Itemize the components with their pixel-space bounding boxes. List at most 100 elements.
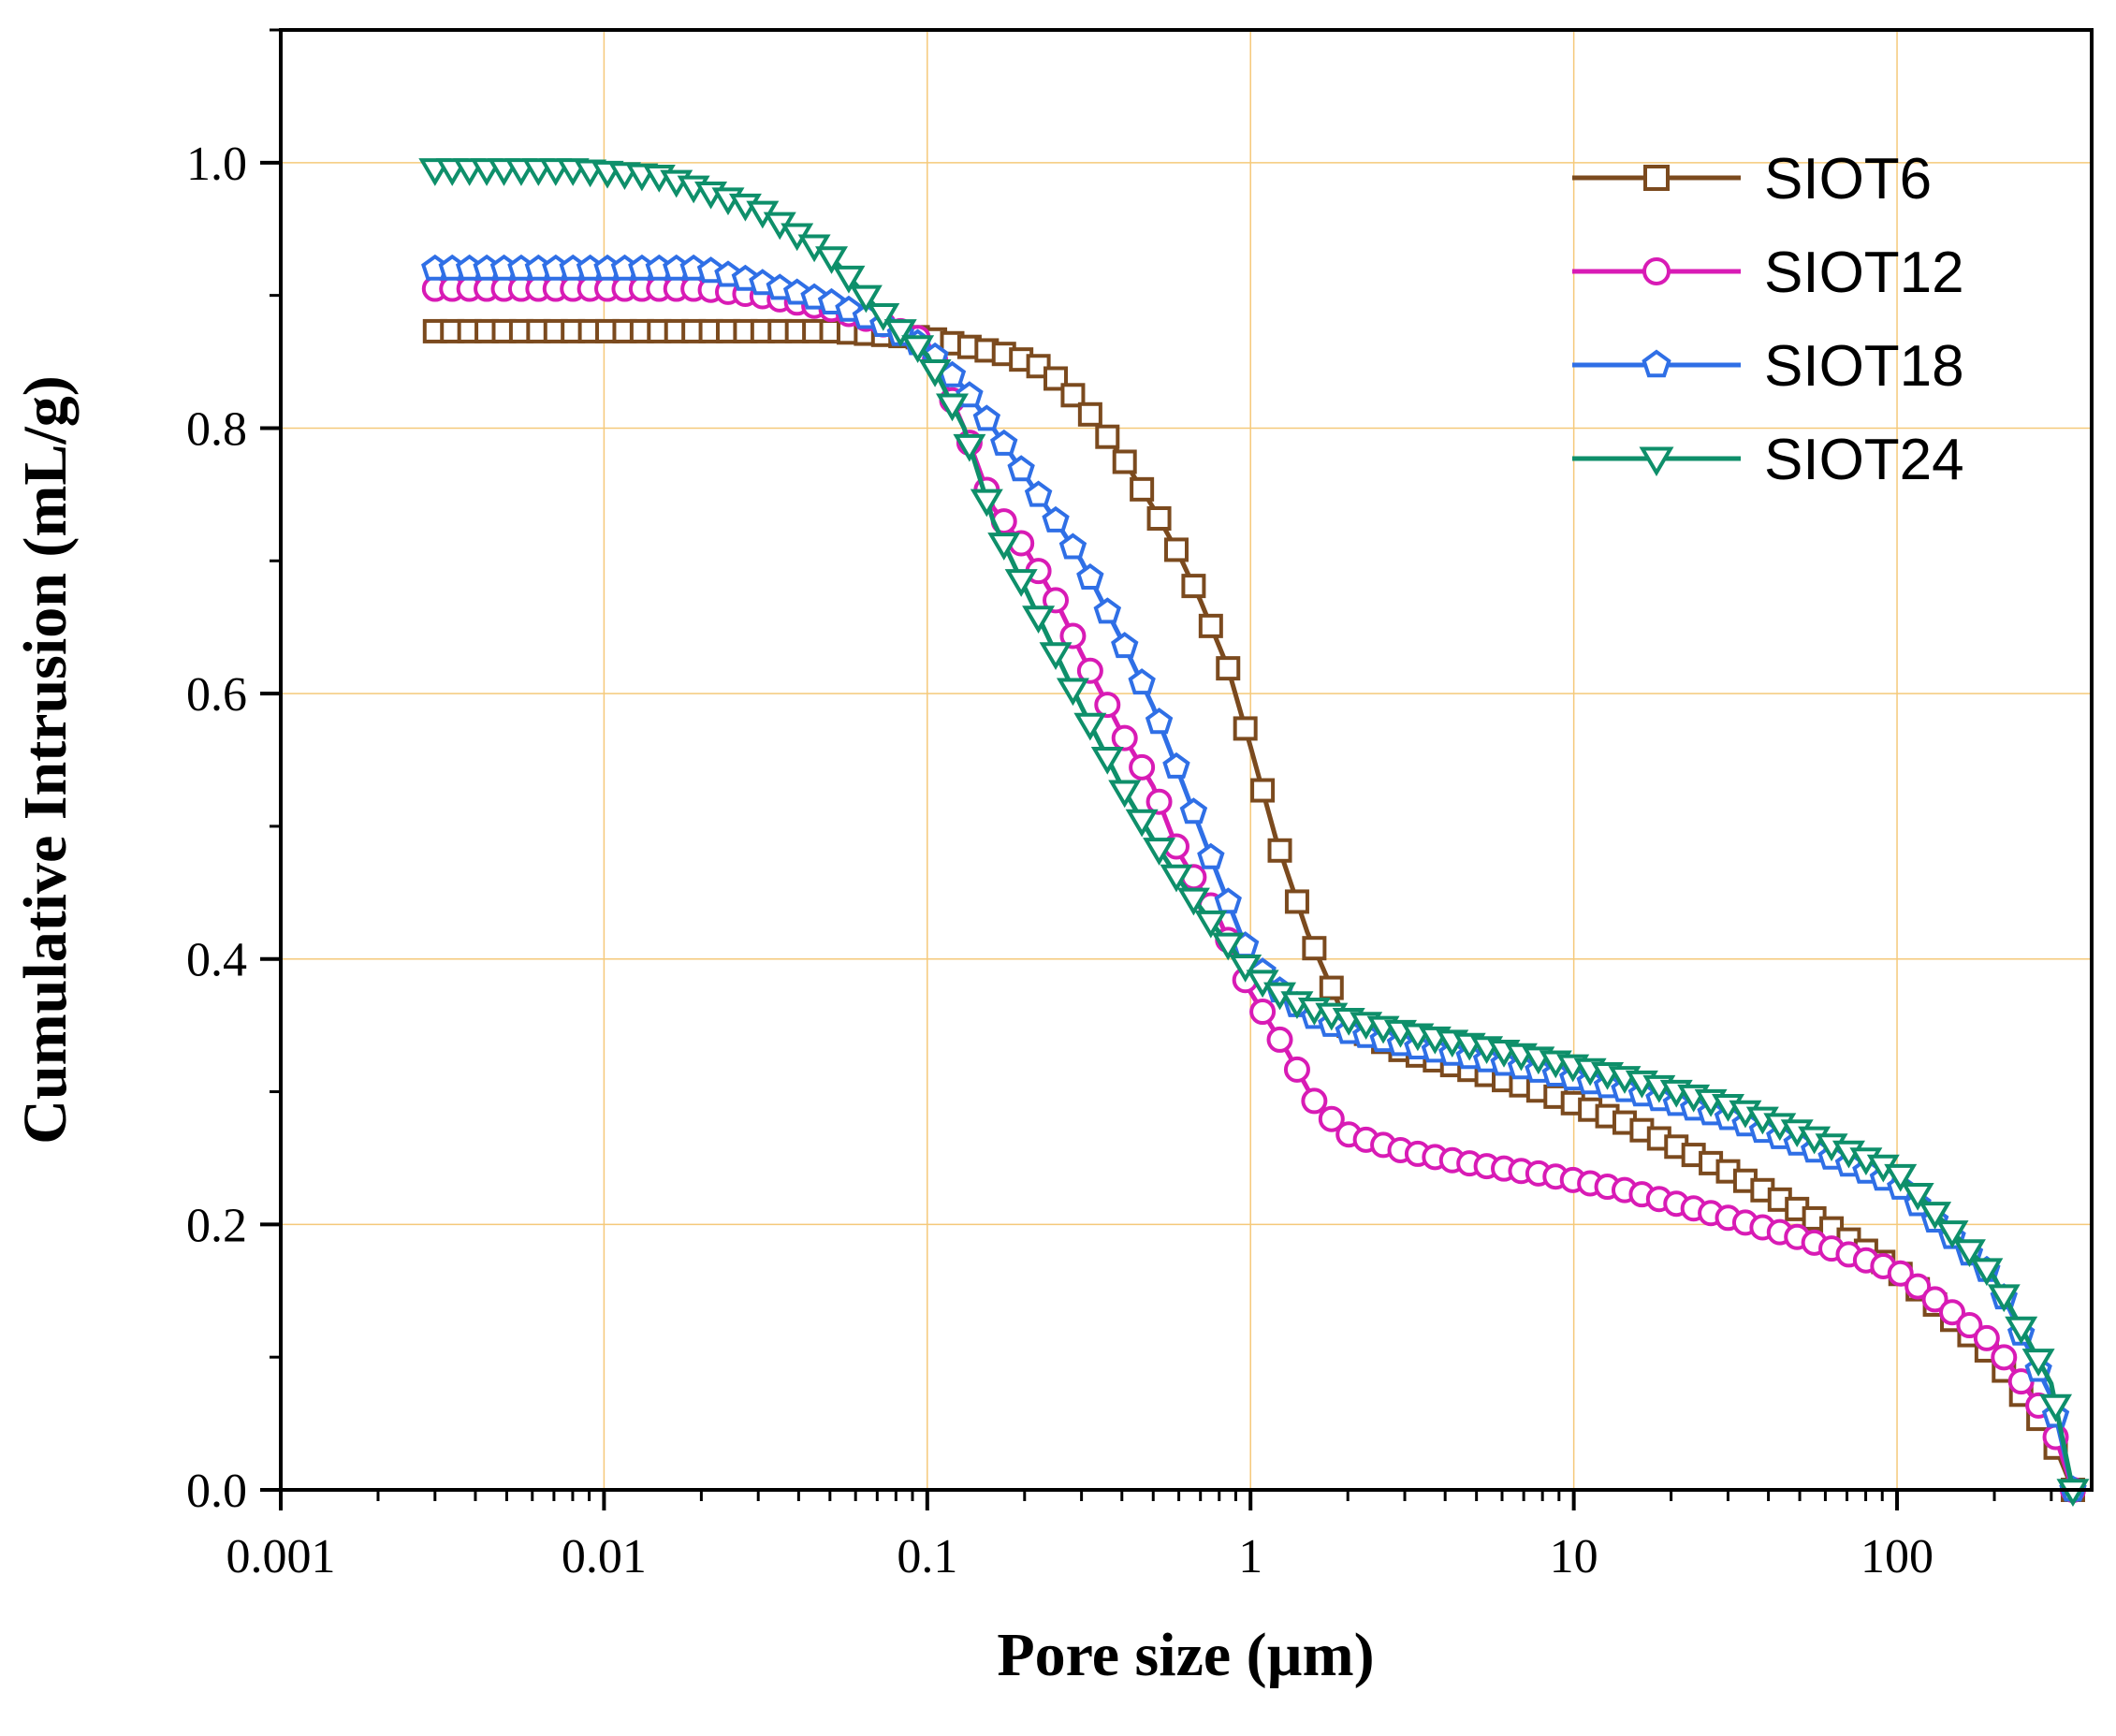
data-point — [1112, 449, 1137, 474]
legend-label: SIOT18 — [1764, 334, 1964, 399]
data-point — [1211, 932, 1245, 961]
data-point — [935, 393, 969, 422]
legend-item-SIOT18: SIOT18 — [1572, 334, 1964, 399]
data-point — [1283, 1056, 1310, 1083]
data-point — [1111, 724, 1138, 751]
data-point — [1179, 797, 1208, 824]
data-point — [1056, 678, 1089, 707]
legend-marker — [1639, 446, 1674, 476]
data-point — [883, 319, 917, 347]
data-point — [1094, 692, 1121, 719]
data-point — [1128, 668, 1156, 695]
data-point — [987, 532, 1021, 561]
data-point — [1197, 842, 1225, 869]
data-point — [1076, 657, 1103, 684]
data-point — [832, 265, 866, 294]
x-tick-label: 10 — [1550, 1530, 1598, 1583]
data-point — [1198, 613, 1223, 638]
data-point — [1146, 788, 1173, 815]
data-point — [1921, 1286, 1948, 1313]
x-tick-label: 100 — [1861, 1530, 1934, 1583]
x-axis-title: Pore size (µm) — [997, 1621, 1374, 1689]
data-point — [901, 335, 935, 363]
data-point — [1146, 506, 1172, 532]
data-point — [1125, 809, 1159, 838]
data-point — [815, 246, 849, 274]
data-point — [1076, 563, 1104, 590]
legend-label: SIOT24 — [1764, 428, 1964, 492]
data-point — [1970, 1258, 2004, 1287]
data-point — [1093, 597, 1122, 624]
legend-item-SIOT6: SIOT6 — [1572, 147, 1932, 212]
data-point — [1039, 642, 1073, 670]
data-point — [1181, 574, 1206, 599]
legend-item-SIOT12: SIOT12 — [1572, 241, 1964, 305]
data-point — [1060, 383, 1086, 408]
tick-labels: 0.001 0.01 0.1 1 10 100 0.0 0.2 0.4 0.6 0.8 1.0 — [186, 138, 1934, 1583]
data-point — [1987, 1284, 2021, 1313]
data-point — [1163, 537, 1189, 562]
legend-marker — [1643, 165, 1670, 191]
data-point — [1024, 480, 1053, 507]
data-point — [1249, 999, 1277, 1026]
data-point — [1059, 622, 1087, 649]
x-tick-label: 0.1 — [897, 1530, 957, 1583]
data-point — [1935, 1220, 1969, 1248]
data-point — [1919, 1202, 1952, 1230]
data-point — [1216, 656, 1241, 681]
data-point — [1319, 975, 1344, 1000]
data-point — [972, 404, 1001, 431]
data-point — [1160, 864, 1193, 893]
data-point — [1176, 887, 1210, 916]
data-point — [1229, 955, 1262, 983]
data-point — [1108, 780, 1142, 809]
data-point — [1042, 505, 1070, 532]
data-point — [1973, 1324, 2000, 1351]
y-tick-label: 0.2 — [186, 1199, 247, 1252]
data-point — [1004, 569, 1038, 597]
y-tick-label: 0.0 — [186, 1465, 247, 1518]
data-point — [2039, 1393, 2073, 1422]
data-point — [918, 358, 952, 387]
data-point — [1007, 455, 1035, 482]
data-point — [1111, 632, 1139, 659]
data-point — [1904, 1273, 1932, 1300]
data-point — [1129, 753, 1156, 780]
data-point — [1090, 747, 1124, 775]
plot-frame — [279, 28, 2094, 1492]
ticks — [260, 28, 2053, 1510]
data-point — [1130, 476, 1155, 502]
data-point — [1267, 838, 1292, 863]
data-point — [1991, 1344, 2018, 1371]
data-point — [1233, 716, 1258, 741]
legend: SIOT6 SIOT12 SIOT18 SIOT24 — [1572, 147, 1964, 492]
legend-label: SIOT6 — [1764, 147, 1932, 212]
data-point — [1058, 532, 1087, 560]
data-point — [1956, 1312, 1983, 1339]
data-point — [867, 303, 900, 331]
data-point — [1284, 889, 1309, 914]
data-point — [1318, 1105, 1345, 1132]
legend-item-SIOT24: SIOT24 — [1572, 428, 1964, 492]
data-point — [1162, 751, 1190, 779]
y-tick-label: 0.8 — [186, 402, 247, 456]
data-point — [990, 429, 1018, 456]
data-point — [1022, 605, 1056, 634]
data-point — [1939, 1299, 1966, 1326]
data-point — [1302, 936, 1327, 961]
y-tick-label: 1.0 — [186, 138, 247, 191]
x-tick-label: 1 — [1238, 1530, 1262, 1583]
x-tick-label: 0.01 — [562, 1530, 647, 1583]
data-point — [2005, 1316, 2038, 1345]
data-point — [1145, 708, 1174, 735]
data-point — [970, 489, 1003, 518]
data-point — [1301, 1087, 1328, 1115]
legend-marker — [1642, 349, 1671, 378]
y-tick-label: 0.6 — [186, 668, 247, 722]
data-point — [1250, 778, 1276, 803]
y-tick-label: 0.4 — [186, 934, 247, 987]
series-SIOT24 — [418, 158, 2090, 1507]
legend-marker — [1642, 257, 1671, 285]
